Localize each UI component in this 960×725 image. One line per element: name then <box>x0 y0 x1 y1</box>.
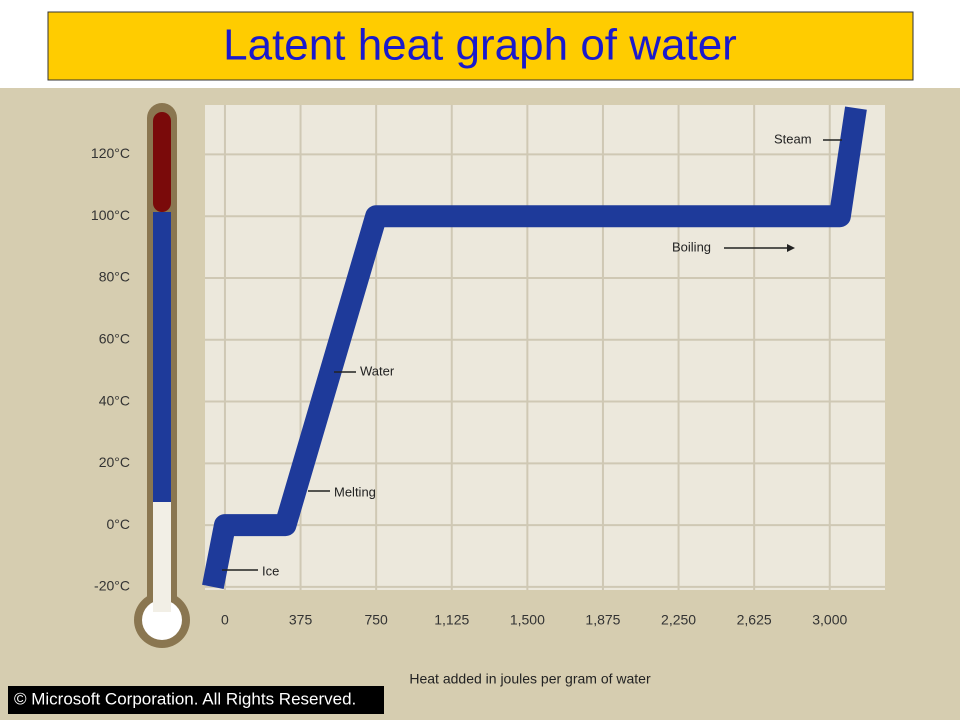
thermometer-blue <box>153 212 171 502</box>
annotation: Water <box>360 363 395 378</box>
annotation-arrowhead <box>787 244 795 252</box>
plot-area <box>205 105 885 590</box>
x-axis-label: Heat added in joules per gram of water <box>409 671 651 687</box>
x-tick-label: 0 <box>221 612 229 628</box>
x-tick-label: 750 <box>364 612 388 628</box>
annotation: Melting <box>334 484 376 499</box>
x-tick-label: 2,250 <box>661 612 696 628</box>
y-tick-label: 40°C <box>99 392 130 408</box>
x-tick-label: 375 <box>289 612 313 628</box>
x-tick-label: 1,875 <box>585 612 620 628</box>
y-tick-label: 20°C <box>99 454 130 470</box>
title-box <box>47 11 914 81</box>
y-tick-label: -20°C <box>94 578 130 594</box>
annotation: Boiling <box>672 239 711 254</box>
y-tick-label: 120°C <box>91 145 130 161</box>
y-tick-label: 80°C <box>99 269 130 285</box>
x-tick-label: 1,500 <box>510 612 545 628</box>
y-tick-label: 0°C <box>107 516 131 532</box>
thermometer <box>134 103 190 648</box>
chart-title: Latent heat graph of water <box>223 21 737 70</box>
annotation: Steam <box>774 131 812 146</box>
thermometer-red <box>153 112 171 212</box>
x-tick-label: 1,125 <box>434 612 469 628</box>
footer-box <box>8 686 384 714</box>
line <box>202 106 867 590</box>
thermometer-white <box>153 502 171 612</box>
x-tick-label: 3,000 <box>812 612 847 628</box>
thermometer-bulb-inner <box>142 600 182 640</box>
y-tick-label: 100°C <box>91 207 130 223</box>
y-tick-label: 60°C <box>99 330 130 346</box>
annotation: Ice <box>262 563 279 578</box>
footer: © Microsoft Corporation. All Rights Rese… <box>14 689 356 708</box>
x-tick-label: 2,625 <box>737 612 772 628</box>
